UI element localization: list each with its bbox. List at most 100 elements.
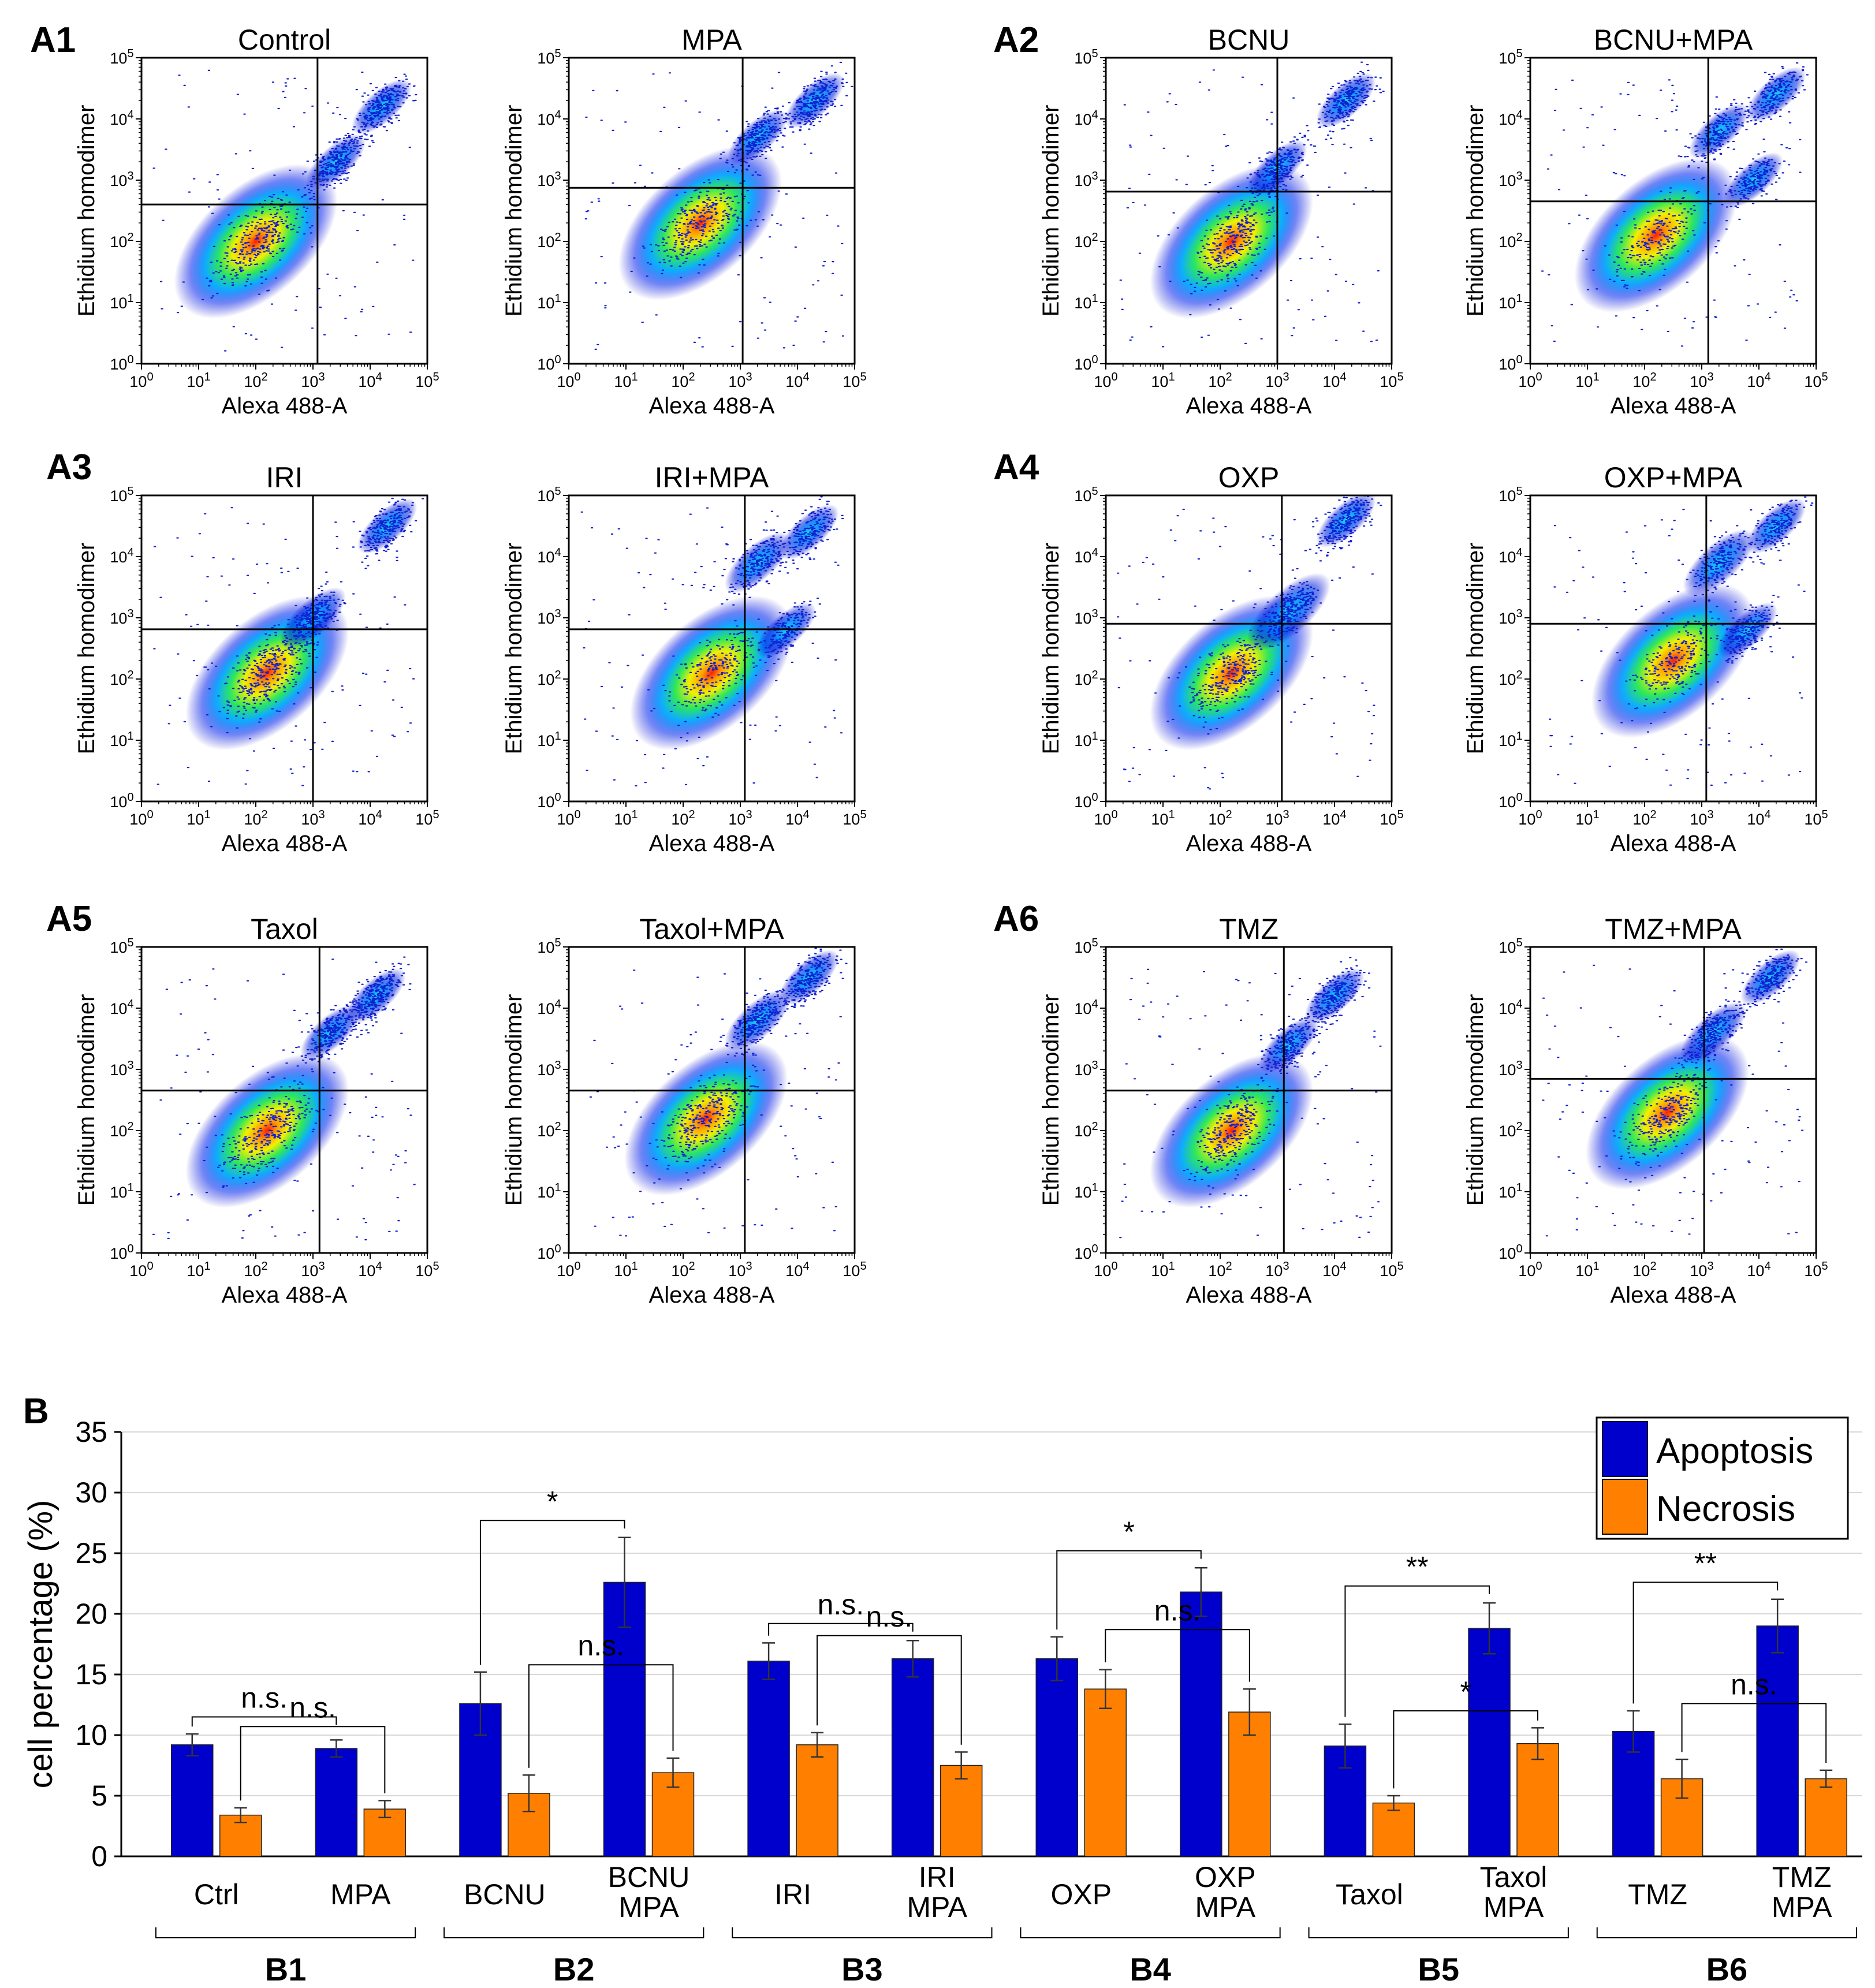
y-tick-label: 103: [1498, 170, 1522, 189]
y-tick-label: 103: [1498, 607, 1522, 627]
plot-frame: [1105, 57, 1393, 365]
density-cluster: [174, 164, 338, 319]
y-tick-label: 101: [1074, 292, 1098, 312]
necrosis-sig-label: n.s.: [1731, 1668, 1777, 1700]
density-cluster: [1259, 1017, 1319, 1073]
x-tick-label: 103: [301, 808, 325, 828]
x-tick-label: 102: [1208, 1260, 1232, 1280]
y-tick-label: 105: [1074, 485, 1098, 505]
y-tick-label: 105: [537, 485, 561, 505]
y-tick-label: 20: [75, 1598, 107, 1630]
density-cluster: [1746, 66, 1806, 122]
y-tick-label: 104: [537, 998, 561, 1017]
y-tick-label: 101: [110, 1181, 133, 1201]
y-tick-label: 105: [110, 937, 133, 956]
x-tick-label: 103: [728, 808, 752, 828]
x-tick-label: 104: [358, 1260, 382, 1280]
necrosis-sig-bracket: [528, 1664, 674, 1768]
x-tick-label: 101: [1151, 1260, 1175, 1280]
x-axis-label: Alexa 488-A: [1186, 831, 1312, 856]
y-axis-label: Ethidium homodimer: [501, 994, 527, 1206]
flow-plot-title: IRI+MPA: [655, 461, 769, 494]
x-tick-label: 104: [1747, 1260, 1770, 1280]
y-axis-title: cell percentage (%): [22, 1500, 59, 1789]
panel-label: A6: [993, 899, 1039, 939]
group-bracket: [1596, 1927, 1858, 1938]
density-cluster: [1740, 949, 1801, 1006]
y-tick-label: 101: [110, 292, 133, 312]
x-tick-label: 102: [1208, 371, 1232, 390]
y-tick-label: 104: [1498, 109, 1522, 128]
necrosis-sig-label: *: [1460, 1676, 1471, 1708]
y-tick-label: 105: [1074, 937, 1098, 956]
y-tick-label: 105: [537, 47, 561, 67]
y-tick-label: 102: [537, 1120, 561, 1140]
density-cluster: [1304, 968, 1365, 1024]
category-label: Taxol: [1480, 1861, 1548, 1893]
y-tick-label: 101: [1498, 1181, 1522, 1201]
apoptosis-bar: [747, 1661, 790, 1857]
x-tick-label: 104: [1747, 371, 1770, 390]
density-cluster: [1316, 73, 1376, 129]
scatter-points: [1541, 62, 1809, 347]
density-cluster: [185, 1053, 349, 1208]
x-axis-label: Alexa 488-A: [222, 393, 348, 419]
density-cluster: [1586, 1035, 1750, 1190]
y-axis-label: Ethidium homodimer: [1463, 105, 1488, 317]
plot-frame: [1529, 946, 1817, 1254]
apoptosis-sig-bracket: [1632, 1582, 1779, 1704]
flow-plot-area: [1548, 496, 1814, 786]
scatter-points: [1548, 496, 1814, 786]
x-tick-label: 100: [557, 808, 580, 828]
y-axis-label: Ethidium homodimer: [1038, 543, 1064, 755]
plot-frame: [1529, 57, 1817, 365]
panel-label: A4: [993, 447, 1039, 487]
category-label: MPA: [907, 1891, 967, 1923]
y-tick-label: 5: [91, 1780, 107, 1812]
y-tick-label: 10: [75, 1719, 107, 1751]
apoptosis-bar: [315, 1748, 358, 1857]
category-label: Ctrl: [194, 1878, 239, 1911]
y-tick-label: 25: [75, 1537, 107, 1569]
category-label: IRI: [774, 1878, 811, 1911]
x-tick-label: 105: [1804, 1260, 1828, 1280]
necrosis-sig-bracket: [1393, 1710, 1539, 1789]
legend-swatch-apoptosis: [1602, 1421, 1648, 1477]
apoptosis-sig-bracket: [768, 1623, 914, 1636]
panel-label: A1: [30, 20, 76, 60]
y-tick-label: 103: [1074, 607, 1098, 627]
category-label: OXP: [1050, 1878, 1112, 1911]
y-tick-label: 100: [1074, 353, 1098, 373]
x-tick-label: 102: [244, 1260, 267, 1280]
y-axis-label: Ethidium homodimer: [1038, 994, 1064, 1206]
category-label: Taxol: [1336, 1878, 1403, 1911]
x-axis-label: Alexa 488-A: [1186, 393, 1312, 419]
x-tick-label: 105: [415, 371, 439, 390]
x-axis-label: Alexa 488-A: [649, 831, 775, 856]
y-tick-label: 105: [1498, 47, 1522, 67]
legend-swatch-necrosis: [1602, 1479, 1648, 1535]
y-tick-label: 100: [110, 791, 133, 811]
y-axis-label: Ethidium homodimer: [501, 543, 527, 755]
y-tick-label: 104: [1074, 109, 1098, 128]
x-tick-label: 102: [244, 371, 267, 390]
x-tick-label: 100: [1094, 808, 1117, 828]
y-tick-label: 102: [110, 231, 133, 251]
necrosis-sig-label: n.s.: [289, 1691, 336, 1724]
scatter-points: [584, 61, 853, 350]
x-tick-label: 103: [1690, 1260, 1713, 1280]
density-cluster: [1717, 602, 1777, 658]
density-cluster: [779, 504, 839, 560]
scatter-points: [1542, 947, 1808, 1237]
density-cluster: [785, 73, 845, 129]
group-bracket: [155, 1927, 416, 1938]
x-tick-label: 105: [1380, 1260, 1403, 1280]
y-tick-label: 102: [1498, 669, 1522, 688]
x-tick-label: 102: [671, 1260, 695, 1280]
bar-chart: 0 5 10 15 20 25 30 35 cell percentage (%) Ctrl MPA…: [22, 1416, 1862, 1987]
y-tick-label: 102: [537, 231, 561, 251]
panel-label: A5: [46, 899, 92, 939]
